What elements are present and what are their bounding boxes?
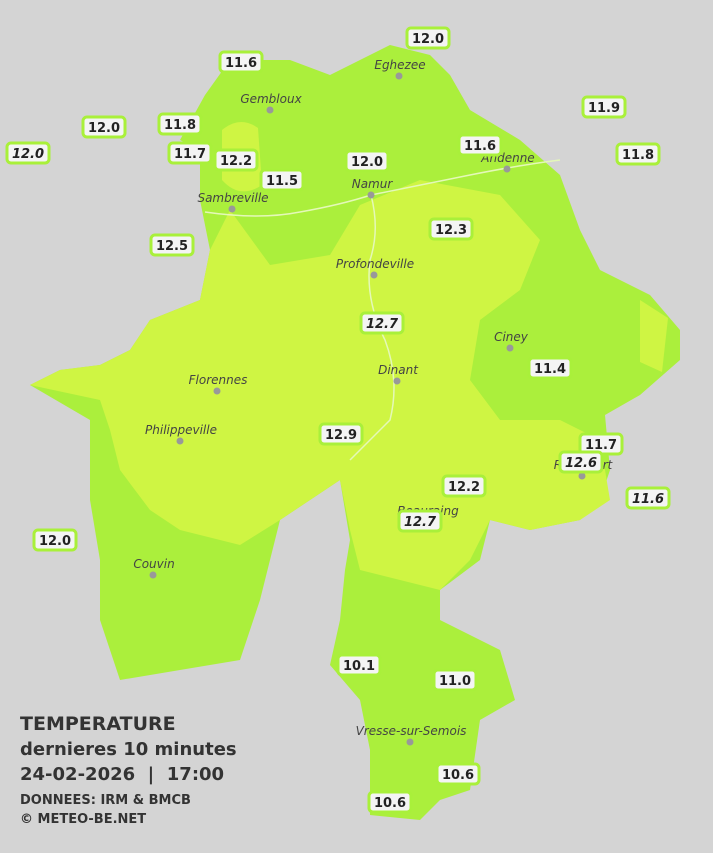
city-label: Philippeville [145,423,217,437]
station-value: 11.9 [588,101,620,116]
station-box [435,762,481,786]
station-box [318,422,364,446]
station-box [527,356,573,380]
station-value: 12.9 [325,428,357,443]
station-value: 12.6 [565,456,597,471]
station-box [441,474,487,498]
station-box [81,115,127,139]
title: TEMPERATURE [20,713,176,735]
station-value: 11.6 [464,139,496,154]
city-label: Vresse-sur-Semois [356,724,467,738]
station-box [32,528,78,552]
station-value: 12.2 [220,154,252,169]
station-value: 11.5 [266,174,298,189]
station-box [432,668,478,692]
station-box [625,486,671,510]
city-dot [395,72,403,80]
station-box [457,133,503,157]
station-box [344,149,390,173]
city-label: Profondeville [336,257,414,271]
city-label: Namur [352,177,394,191]
station-value: 11.0 [439,674,471,689]
station-box [359,311,405,335]
station-value: 11.4 [534,362,566,377]
city-dot [503,165,511,173]
city-dot [266,106,274,114]
city-dot [228,205,236,213]
city-dot [367,191,375,199]
station-box [259,168,305,192]
station-value: 12.7 [404,515,437,530]
station-box [218,50,264,74]
city-dot [393,377,401,385]
city-dot [506,344,514,352]
city-dot [213,387,221,395]
city-label: Dinant [378,363,419,377]
station-box [367,790,413,814]
city-dot [370,271,378,279]
station-box [167,141,213,165]
city-label: Eghezee [374,58,425,72]
station-value: 11.6 [225,56,257,71]
station-box [149,233,195,257]
datetime: 24-02-2026 | 17:00 [20,764,224,785]
station-value: 11.6 [632,492,664,507]
station-box [336,653,382,677]
copyright: © METEO-BE.NET [20,812,146,827]
station-value: 11.8 [164,118,196,133]
station-value: 12.7 [366,317,399,332]
city-label: Florennes [189,373,248,387]
city-label: Sambreville [197,191,268,205]
city-label: Gembloux [240,92,302,106]
source: DONNEES: IRM & BMCB [20,793,191,808]
station-value: 12.0 [88,121,120,136]
station-value: 11.8 [622,148,654,163]
station-box [213,148,259,172]
station-value: 12.0 [12,147,44,162]
city-dot [149,571,157,579]
station-value: 12.5 [156,239,188,254]
city-label: Ciney [494,330,529,344]
station-value: 12.0 [412,32,444,47]
station-value: 12.3 [435,223,467,238]
warm-zone [640,300,668,372]
station-value: 12.2 [448,480,480,495]
city-label: Couvin [133,557,174,571]
city-dot [176,437,184,445]
station-value: 10.6 [442,768,474,783]
station-box [157,112,203,136]
station-value: 11.7 [174,147,206,162]
stations: 12.0 11.6 11.9 12.0 11.8 12.0 11.7 12.2 11.6 11.8… [5,26,671,814]
station-box [397,509,443,533]
station-value: 10.1 [343,659,375,674]
station-box [405,26,451,50]
station-box [581,95,627,119]
city-dot [406,738,414,746]
station-value: 12.0 [351,155,383,170]
station-value: 12.0 [39,534,71,549]
station-box [5,141,51,165]
station-box [558,450,604,474]
station-box [428,217,474,241]
station-value: 10.6 [374,796,406,811]
station-value: 11.7 [585,438,617,453]
subtitle: dernieres 10 minutes [20,739,237,760]
station-box [615,142,661,166]
city-dot [578,472,586,480]
